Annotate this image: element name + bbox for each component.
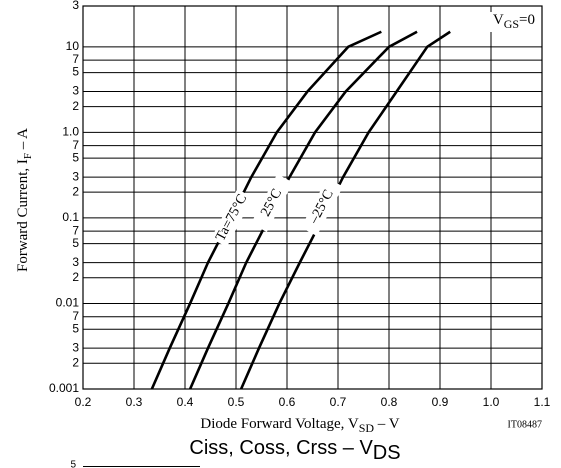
curve xyxy=(188,30,418,390)
x-tick-label: 0.8 xyxy=(381,395,398,409)
y-label-sub: F xyxy=(22,153,34,159)
curve-label-bg xyxy=(250,174,294,232)
y-tick-label: 3 xyxy=(72,340,79,354)
y-tick-label: 3 xyxy=(72,0,79,12)
x-label-sub: SD xyxy=(359,421,375,435)
y-tick-label: 1.0 xyxy=(62,125,79,139)
y-tick-label: 7 xyxy=(72,309,79,323)
next-title-sub: DS xyxy=(373,442,401,464)
next-chart-title: Ciss, Coss, Crss – VDS xyxy=(189,437,400,464)
curve-label-bg xyxy=(300,178,344,236)
next-title-text: Ciss, Coss, Crss – V xyxy=(189,437,373,459)
figure-code: IT08487 xyxy=(508,419,542,430)
x-label-unit: – V xyxy=(374,416,400,432)
annotation-sub: GS xyxy=(504,17,519,31)
x-tick-label: 0.3 xyxy=(126,395,143,409)
y-tick-label: 5 xyxy=(72,150,79,164)
y-tick-label: 3 xyxy=(72,169,79,183)
annotation-rest: =0 xyxy=(519,12,535,28)
y-tick-label: 7 xyxy=(72,223,79,237)
annotation-v: V xyxy=(493,12,504,28)
curve-label-bg xyxy=(210,189,254,247)
y-tick-label: 10 xyxy=(66,39,80,53)
x-axis-label: Diode Forward Voltage, VSD – V xyxy=(200,416,399,434)
annotation: VGS=0 xyxy=(493,12,535,30)
x-tick-label: 0.7 xyxy=(330,395,347,409)
x-tick-label: 0.2 xyxy=(75,395,92,409)
x-tick-label: 0.5 xyxy=(228,395,245,409)
y-tick-label: 5 xyxy=(72,65,79,79)
y-tick-label: 3 xyxy=(72,255,79,269)
y-axis-label: Forward Current, IF – A xyxy=(15,128,33,272)
y-tick-label: 2 xyxy=(72,270,79,284)
next-chart-tick: 5 xyxy=(70,460,76,468)
y-label-text: Forward Current, I xyxy=(15,159,31,272)
x-tick-label: 1.0 xyxy=(483,395,500,409)
y-tick-label: 2 xyxy=(72,99,79,113)
y-tick-label: 0.1 xyxy=(62,210,79,224)
y-tick-label: 2 xyxy=(72,355,79,369)
plot-frame xyxy=(82,5,543,390)
curve-label: –25°C xyxy=(306,187,337,227)
y-tick-label: 7 xyxy=(72,52,79,66)
y-tick-label: 2 xyxy=(72,184,79,198)
x-tick-label: 0.4 xyxy=(177,395,194,409)
y-tick-label: 0.001 xyxy=(49,381,79,395)
y-tick-label: 5 xyxy=(72,236,79,250)
x-tick-label: 0.6 xyxy=(279,395,296,409)
x-label-text: Diode Forward Voltage, V xyxy=(200,416,358,432)
y-tick-label: 7 xyxy=(72,138,79,152)
x-tick-label: 1.1 xyxy=(534,395,551,409)
y-tick-label: 3 xyxy=(72,84,79,98)
x-tick-label: 0.9 xyxy=(432,395,449,409)
y-label-unit: – A xyxy=(15,128,31,153)
y-tick-label: 0.01 xyxy=(56,296,80,310)
y-tick-label: 5 xyxy=(72,321,79,335)
annotation-bg xyxy=(456,12,540,32)
